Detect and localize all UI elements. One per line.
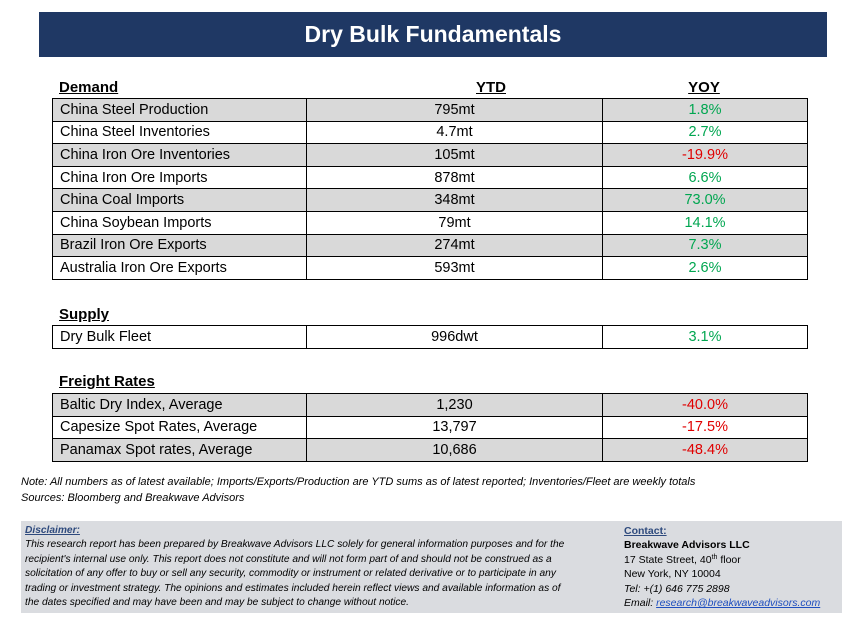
row-yoy-value: 14.1%	[602, 210, 808, 235]
supply-heading: Supply	[59, 306, 110, 323]
row-yoy-value: 73.0%	[602, 188, 808, 212]
demand-heading: Demand	[59, 79, 119, 96]
row-yoy-value: 1.8%	[602, 98, 808, 122]
table-row: Capesize Spot Rates, Average 13,797 -17.5%	[52, 415, 808, 440]
supply-table: Dry Bulk Fleet 996dwt 3.1%	[52, 325, 808, 349]
row-ytd-value: 10,686	[306, 438, 603, 462]
row-label: China Coal Imports	[52, 188, 307, 212]
disclaimer-label: Disclaimer:	[25, 525, 80, 536]
disclaimer-line: This research report has been prepared b…	[25, 539, 565, 551]
row-yoy-value: 6.6%	[602, 165, 808, 190]
sources-text: Sources: Bloomberg and Breakwave Advisor…	[21, 492, 245, 504]
demand-table: China Steel Production 795mt 1.8% China Ste…	[52, 98, 808, 280]
row-yoy-value: -48.4%	[602, 438, 808, 462]
table-row: China Steel Production 795mt 1.8%	[52, 98, 808, 122]
row-label: Australia Iron Ore Exports	[52, 256, 307, 280]
table-row: Baltic Dry Index, Average 1,230 -40.0%	[52, 393, 808, 417]
row-label: Baltic Dry Index, Average	[52, 393, 307, 417]
row-ytd-value: 795mt	[306, 98, 603, 122]
contact-street: 17 State Street, 40th floor	[624, 553, 839, 567]
contact-city: New York, NY 10004	[624, 568, 721, 581]
contact-tel: Tel: +(1) 646 775 2898	[624, 582, 730, 595]
disclaimer-panel: Disclaimer: This research report has bee…	[21, 521, 842, 613]
row-label: China Iron Ore Imports	[52, 165, 307, 190]
table-row: Dry Bulk Fleet 996dwt 3.1%	[52, 325, 808, 349]
row-ytd-value: 4.7mt	[306, 120, 603, 145]
row-ytd-value: 593mt	[306, 256, 603, 280]
table-row: Panamax Spot rates, Average 10,686 -48.4%	[52, 438, 808, 462]
row-label: China Steel Inventories	[52, 120, 307, 145]
row-label: Capesize Spot Rates, Average	[52, 415, 307, 440]
row-label: China Steel Production	[52, 98, 307, 122]
table-row: China Iron Ore Imports 878mt 6.6%	[52, 165, 808, 190]
row-ytd-value: 878mt	[306, 165, 603, 190]
row-yoy-value: -19.9%	[602, 143, 808, 167]
row-label: China Iron Ore Inventories	[52, 143, 307, 167]
note-text: Note: All numbers as of latest available…	[21, 476, 696, 488]
table-row: Australia Iron Ore Exports 593mt 2.6%	[52, 256, 808, 280]
row-yoy-value: 2.6%	[602, 256, 808, 280]
disclaimer-line: solicitation of any offer to buy or sell…	[25, 568, 556, 580]
contact-block: Contact: Breakwave Advisors LLC 17 State…	[624, 524, 839, 610]
contact-email-label: Email:	[624, 597, 657, 610]
contact-street-floor: floor	[717, 553, 741, 566]
row-label: China Soybean Imports	[52, 210, 307, 235]
ytd-column-header: YTD	[476, 79, 506, 96]
row-label: Dry Bulk Fleet	[52, 325, 307, 349]
disclaimer-line: recipient's internal use only. This repo…	[25, 553, 552, 565]
row-ytd-value: 105mt	[306, 143, 603, 167]
table-row: China Soybean Imports 79mt 14.1%	[52, 210, 808, 235]
table-row: China Iron Ore Inventories 105mt -19.9%	[52, 143, 808, 167]
contact-label: Contact:	[624, 525, 667, 537]
row-yoy-value: 7.3%	[602, 233, 808, 258]
row-ytd-value: 348mt	[306, 188, 603, 212]
freight-table: Baltic Dry Index, Average 1,230 -40.0% Cape…	[52, 393, 808, 462]
row-yoy-value: -40.0%	[602, 393, 808, 417]
table-row: China Steel Inventories 4.7mt 2.7%	[52, 120, 808, 145]
row-yoy-value: 2.7%	[602, 120, 808, 145]
page-title: Dry Bulk Fundamentals	[39, 12, 827, 57]
contact-email-line: Email: research@breakwaveadvisors.com	[624, 596, 839, 610]
row-ytd-value: 79mt	[306, 210, 603, 235]
yoy-column-header: YOY	[688, 79, 720, 96]
freight-heading: Freight Rates	[59, 373, 155, 390]
row-yoy-value: 3.1%	[602, 325, 808, 349]
table-row: Brazil Iron Ore Exports 274mt 7.3%	[52, 233, 808, 258]
contact-firm: Breakwave Advisors LLC	[624, 539, 750, 552]
row-label: Panamax Spot rates, Average	[52, 438, 307, 462]
contact-street-suffix: th	[711, 553, 718, 561]
disclaimer-line: the dates specified and may have been an…	[25, 597, 409, 609]
row-label: Brazil Iron Ore Exports	[52, 233, 307, 258]
table-row: China Coal Imports 348mt 73.0%	[52, 188, 808, 212]
row-ytd-value: 996dwt	[306, 325, 603, 349]
contact-email-link[interactable]: research@breakwaveadvisors.com	[656, 597, 821, 610]
row-yoy-value: -17.5%	[602, 415, 808, 440]
disclaimer-line: trading or investment strategy. The opin…	[25, 582, 561, 594]
disclaimer: Disclaimer: This research report has bee…	[25, 524, 600, 610]
contact-street-text: 17 State Street, 40	[624, 553, 712, 566]
row-ytd-value: 274mt	[306, 233, 603, 258]
row-ytd-value: 13,797	[306, 415, 603, 440]
row-ytd-value: 1,230	[306, 393, 603, 417]
